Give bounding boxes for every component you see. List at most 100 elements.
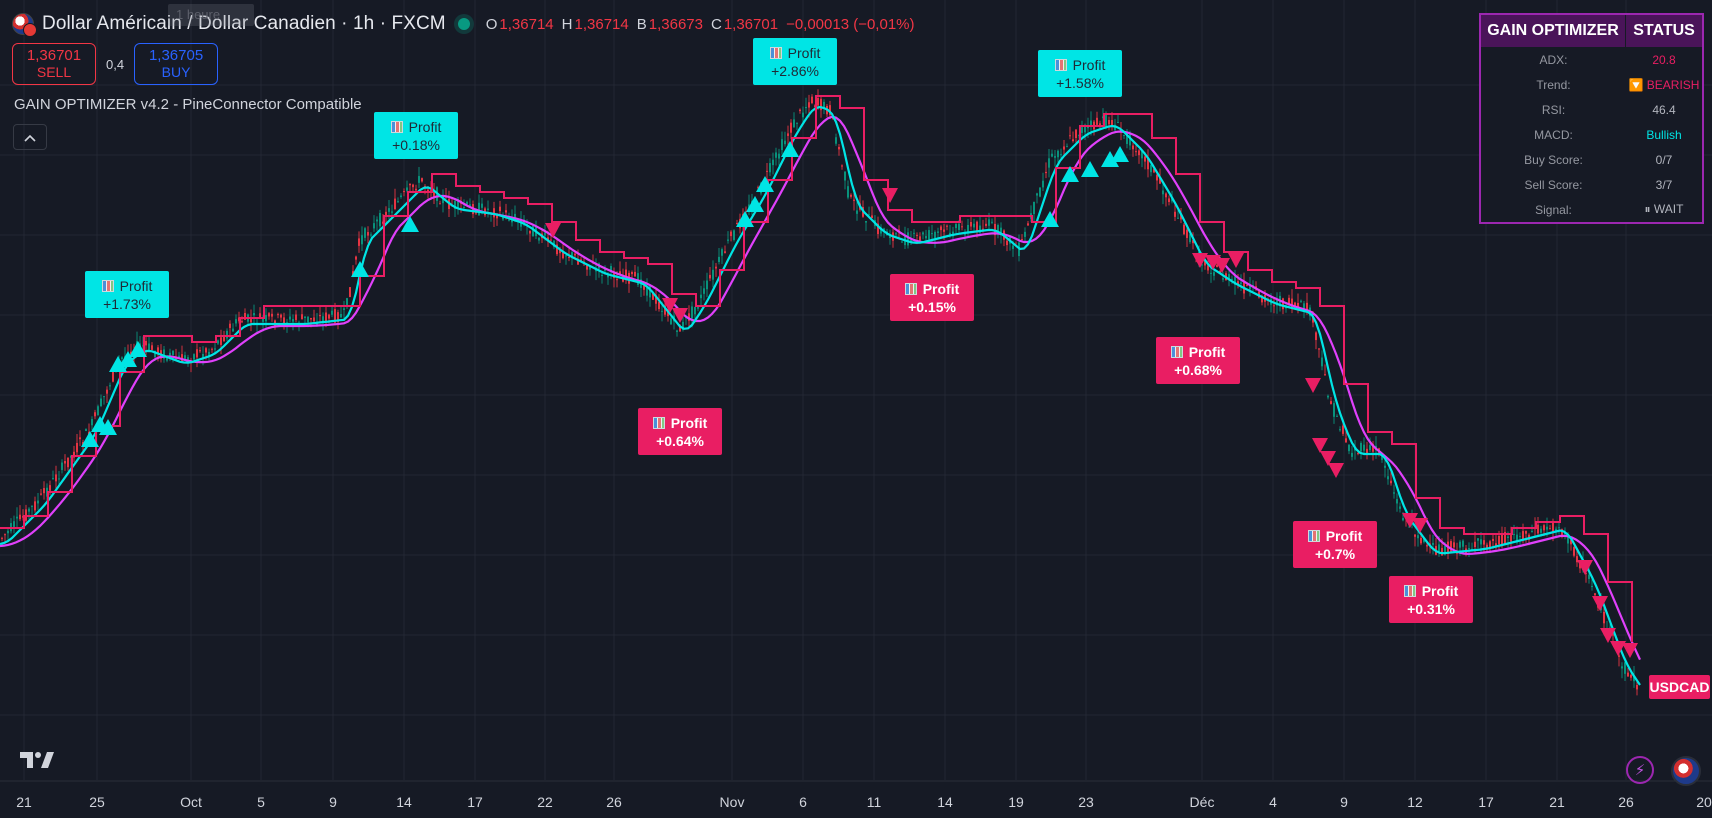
candle-body [106, 389, 108, 394]
profit-label-pct: +0.18% [392, 136, 440, 153]
time-axis-label: 17 [467, 794, 483, 810]
candle-body [178, 355, 180, 359]
candle-body [439, 203, 441, 205]
candle-body [94, 412, 96, 417]
candle-body [907, 232, 909, 246]
candle-body [856, 210, 858, 214]
symbol-title[interactable]: Dollar Américain / Dollar Canadien · 1h … [42, 13, 446, 34]
interval-tooltip: 1 heure [168, 4, 254, 26]
time-axis-label: 14 [396, 794, 412, 810]
candle-body [220, 337, 222, 345]
profit-label-title: Profit [1307, 527, 1363, 545]
candle-body [313, 317, 315, 322]
profit-label-title: Profit [769, 44, 820, 62]
profit-label-pct: +2.86% [771, 62, 819, 79]
candle-body [1132, 145, 1134, 150]
time-axis-label: 19 [1008, 794, 1024, 810]
candle-body [505, 210, 507, 213]
candle-body [715, 266, 717, 269]
candle-body [1621, 666, 1623, 669]
candle-body [217, 340, 219, 344]
candle-body [901, 241, 903, 243]
time-axis-label: 17 [1478, 794, 1494, 810]
candle-body [1192, 240, 1194, 244]
candle-body [532, 225, 534, 237]
candle-body [16, 516, 18, 519]
candle-body [1561, 529, 1563, 536]
high-value: 1,36714 [574, 15, 629, 33]
candle-body [1399, 506, 1401, 509]
candle-body [301, 314, 303, 320]
candle-body [1039, 187, 1041, 197]
profit-title-text: Profit [1188, 343, 1226, 360]
candle-body [157, 347, 159, 354]
candle-body [361, 235, 363, 245]
time-axis-label: Nov [719, 794, 745, 810]
candle-body [997, 225, 999, 233]
candle-body [1426, 545, 1428, 547]
time-axis-label: 21 [16, 794, 32, 810]
candle-body [820, 98, 822, 111]
candle-body [1153, 168, 1155, 173]
buy-button[interactable]: 1,36705 BUY [134, 43, 219, 85]
us-flag-icon[interactable] [1671, 756, 1701, 786]
candle-body [424, 186, 426, 188]
candle-body [412, 184, 414, 188]
candle-body [778, 153, 780, 159]
candle-body [571, 252, 573, 257]
time-axis-label: 20 [1696, 794, 1712, 810]
candle-body [208, 351, 210, 357]
candle-body [226, 330, 228, 339]
candle-body [1, 537, 3, 539]
indicator-name[interactable]: GAIN OPTIMIZER v4.2 - PineConnector Comp… [14, 96, 362, 113]
candle-body [958, 223, 960, 230]
candle-body [1081, 127, 1083, 133]
candle-body [970, 221, 972, 227]
candle-body [766, 170, 768, 172]
candle-body [415, 188, 417, 191]
candle-body [610, 266, 612, 271]
candle-body [946, 225, 948, 227]
candle-body [1090, 120, 1092, 127]
profit-title-text: Profit [670, 414, 708, 431]
candle-body [1570, 540, 1572, 545]
candle-body [1336, 415, 1338, 417]
chart-icon [904, 282, 917, 295]
candle-body [1519, 536, 1521, 538]
candle-body [1318, 348, 1320, 350]
sell-signal-marker [1214, 258, 1230, 273]
sell-button[interactable]: 1,36701 SELL [12, 43, 96, 85]
candle-body [979, 225, 981, 233]
candle-body [13, 521, 15, 529]
candle-body [703, 288, 705, 294]
buy-signal-marker [736, 211, 754, 227]
candle-body [910, 239, 912, 242]
candle-body [898, 229, 900, 231]
candle-body [796, 122, 798, 124]
candle-body [646, 287, 648, 296]
candle-body [244, 313, 246, 320]
candle-body [1165, 193, 1167, 198]
candle-body [568, 257, 570, 259]
candle-body [250, 319, 252, 323]
candle-body [355, 256, 357, 260]
candle-body [1384, 465, 1386, 468]
profit-label-title: Profit [101, 277, 152, 295]
candle-body [1159, 177, 1161, 184]
candle-body [1135, 151, 1137, 153]
bolt-icon[interactable]: ⚡ [1626, 756, 1654, 784]
candle-body [1432, 542, 1434, 545]
tradingview-logo-icon[interactable] [18, 750, 56, 770]
candle-body [349, 287, 351, 297]
collapse-legend-button[interactable] [13, 124, 47, 150]
time-axis-label: 9 [1340, 794, 1348, 810]
candle-body [1162, 190, 1164, 195]
candle-body [1327, 395, 1329, 398]
candle-body [1213, 272, 1215, 276]
status-row-value: 🔽 BEARISH [1628, 77, 1700, 92]
profit-title-text: Profit [1325, 527, 1363, 544]
status-row: Trend: 🔽 BEARISH [1481, 72, 1702, 97]
status-row-label: Buy Score: [1524, 152, 1583, 167]
